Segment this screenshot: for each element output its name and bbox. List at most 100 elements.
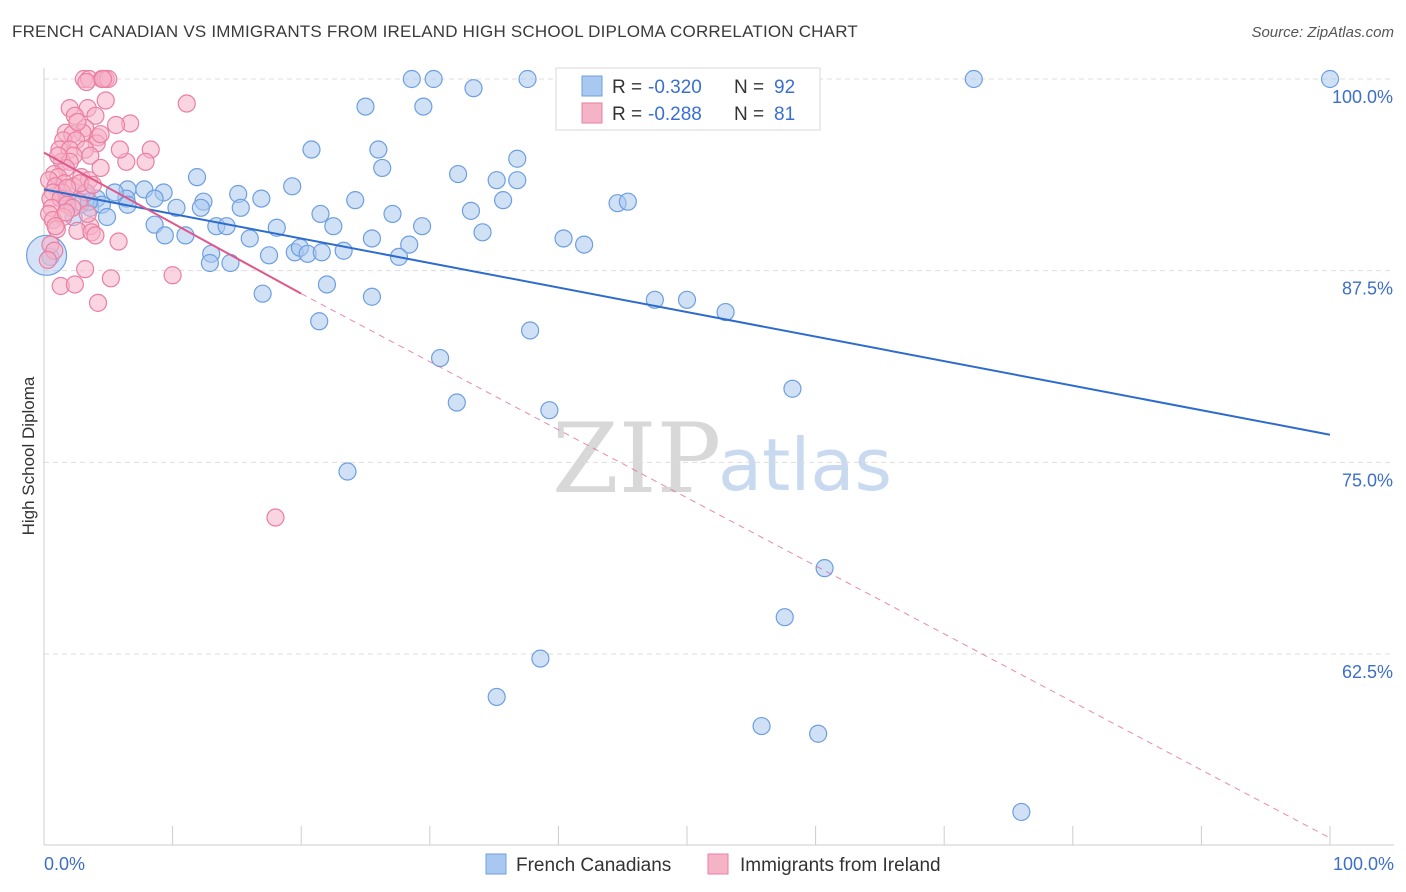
watermark-zip: ZIP bbox=[552, 403, 721, 515]
data-point bbox=[775, 608, 794, 627]
data-point bbox=[68, 112, 87, 132]
data-point bbox=[187, 168, 207, 187]
data-point bbox=[86, 106, 105, 125]
data-point bbox=[96, 91, 115, 110]
data-point bbox=[508, 171, 527, 190]
data-point bbox=[94, 69, 113, 89]
series-legend: French Canadians Immigrants from Ireland bbox=[485, 853, 941, 876]
data-point bbox=[65, 275, 84, 294]
data-point bbox=[81, 146, 100, 165]
legend-r-value-blue: -0.320 bbox=[648, 77, 702, 98]
data-point bbox=[369, 140, 388, 159]
y-tick-label: 87.5% bbox=[1342, 279, 1393, 299]
bottom-legend-swatch-pink bbox=[707, 853, 729, 875]
data-point bbox=[521, 321, 540, 340]
legend-n-value-blue: 92 bbox=[774, 77, 795, 98]
data-point bbox=[464, 79, 483, 98]
data-point bbox=[145, 189, 164, 208]
data-point bbox=[86, 226, 105, 245]
data-point bbox=[97, 207, 117, 227]
data-point bbox=[473, 223, 492, 242]
stats-legend: R = -0.320 N = 92 R = -0.288 N = 81 bbox=[555, 67, 821, 131]
data-point bbox=[752, 716, 771, 736]
data-point bbox=[155, 226, 174, 245]
trend-line-immigrants-ireland-extended bbox=[300, 293, 1331, 839]
data-point bbox=[191, 198, 210, 217]
data-point bbox=[645, 290, 664, 309]
y-tick-label: 100.0% bbox=[1332, 87, 1393, 107]
data-point bbox=[414, 97, 433, 116]
data-point bbox=[101, 269, 120, 288]
x-axis-ticks bbox=[43, 826, 1331, 845]
data-point bbox=[136, 152, 155, 171]
data-point bbox=[424, 69, 443, 89]
legend-r-label-blue: R = bbox=[612, 77, 642, 98]
data-point bbox=[362, 229, 382, 248]
data-point bbox=[76, 260, 95, 279]
legend-r-value-pink: -0.288 bbox=[648, 104, 702, 125]
data-point bbox=[283, 177, 302, 196]
data-point bbox=[91, 158, 110, 178]
data-point bbox=[400, 235, 419, 254]
gridlines bbox=[44, 78, 1394, 655]
data-point bbox=[253, 284, 272, 303]
legend-r-label-pink: R = bbox=[612, 104, 642, 125]
data-point bbox=[311, 204, 330, 224]
data-point bbox=[964, 69, 983, 89]
data-point bbox=[38, 250, 57, 270]
data-point bbox=[106, 115, 126, 135]
legend-n-label-pink: N = bbox=[734, 104, 764, 125]
data-point bbox=[109, 232, 128, 251]
data-point bbox=[540, 401, 559, 420]
source-credit: Source: ZipAtlas.com bbox=[1251, 24, 1394, 41]
trend-line-french-canadians bbox=[43, 188, 1331, 436]
bottom-legend-swatch-blue bbox=[485, 853, 507, 875]
data-point bbox=[783, 379, 802, 398]
data-point bbox=[338, 462, 357, 481]
data-point bbox=[110, 140, 129, 159]
data-point bbox=[177, 94, 196, 113]
data-point bbox=[163, 266, 182, 285]
x-tick-label-0: 0.0% bbox=[44, 854, 85, 874]
legend-swatch-blue bbox=[581, 75, 603, 97]
y-tick-labels: 100.0% 87.5% 75.0% 62.5% bbox=[1332, 87, 1393, 682]
bottom-legend-label-pink: Immigrants from Ireland bbox=[740, 855, 941, 876]
x-tick-label-100: 100.0% bbox=[1333, 854, 1394, 874]
data-point bbox=[324, 217, 343, 236]
data-point bbox=[167, 198, 186, 217]
bottom-legend-label-blue: French Canadians bbox=[516, 855, 671, 876]
y-axis-label: High School Diploma bbox=[19, 376, 38, 535]
data-point bbox=[447, 393, 466, 412]
data-point bbox=[448, 164, 468, 184]
data-point bbox=[252, 189, 271, 208]
data-point bbox=[494, 191, 513, 210]
legend-n-value-pink: 81 bbox=[774, 104, 795, 125]
series-immigrants-ireland bbox=[38, 69, 285, 527]
data-point bbox=[46, 217, 65, 236]
data-point bbox=[402, 69, 421, 89]
data-point bbox=[49, 146, 68, 165]
watermark-atlas: atlas bbox=[718, 423, 892, 507]
data-point bbox=[317, 275, 337, 294]
data-point bbox=[77, 72, 96, 92]
data-point bbox=[518, 69, 537, 89]
data-point bbox=[677, 290, 697, 309]
data-point bbox=[56, 203, 75, 222]
data-point bbox=[1012, 802, 1031, 822]
data-point bbox=[346, 191, 365, 210]
data-point bbox=[78, 204, 97, 224]
data-point bbox=[373, 158, 392, 178]
data-point bbox=[362, 287, 382, 306]
data-point bbox=[809, 724, 828, 743]
data-point bbox=[487, 171, 506, 190]
y-tick-label: 75.0% bbox=[1342, 470, 1393, 490]
data-point bbox=[430, 348, 450, 368]
data-point bbox=[356, 97, 375, 116]
y-tick-label: 62.5% bbox=[1342, 662, 1393, 682]
data-point bbox=[312, 243, 331, 262]
data-point bbox=[88, 293, 108, 312]
data-point bbox=[531, 649, 550, 668]
data-point bbox=[716, 302, 735, 322]
data-point bbox=[412, 217, 432, 236]
legend-swatch-pink bbox=[581, 102, 603, 124]
